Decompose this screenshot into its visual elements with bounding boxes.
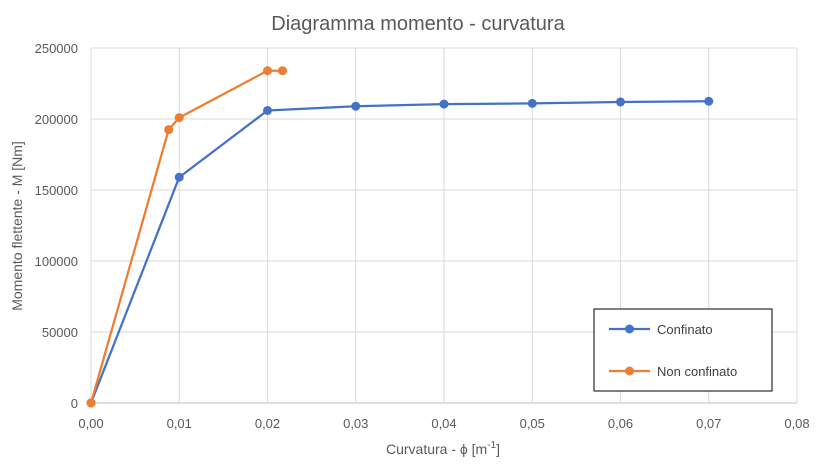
x-tick-label: 0,03 <box>343 416 368 431</box>
data-point <box>263 66 272 76</box>
data-point <box>263 105 272 115</box>
legend-box <box>593 308 773 392</box>
x-tick-label: 0,04 <box>431 416 456 431</box>
x-axis-label-text: Curvatura - ϕ [m <box>386 441 487 457</box>
legend-marker <box>625 324 634 334</box>
legend-label: Confinato <box>657 322 713 337</box>
legend: Confinato Non confinato <box>593 308 773 392</box>
series-line <box>89 100 709 404</box>
chart-title: Diagramma momento - curvatura <box>271 13 565 35</box>
data-point <box>278 66 288 76</box>
x-tick-label: 0,02 <box>255 416 280 431</box>
y-tick-label: 50000 <box>42 325 78 340</box>
x-tick-label: 0,05 <box>520 416 545 431</box>
data-point <box>86 398 96 408</box>
x-tick-label: 0,01 <box>167 416 192 431</box>
y-tick-label: 100000 <box>35 254 78 269</box>
data-point <box>704 96 714 106</box>
legend-marker <box>625 366 634 376</box>
y-tick-label: 0 <box>71 396 78 411</box>
y-tick-label: 250000 <box>35 41 78 56</box>
x-tick-label: 0,06 <box>608 416 633 431</box>
x-tick-label: 0,00 <box>78 416 103 431</box>
data-point <box>439 99 449 109</box>
x-tick-label: 0,08 <box>784 416 809 431</box>
data-point <box>174 113 184 123</box>
y-axis-label: Momento flettente - M [Nm] <box>9 141 25 311</box>
data-point <box>164 125 174 135</box>
data-point <box>174 172 184 182</box>
legend-label: Non confinato <box>657 364 737 379</box>
x-axis-label-superscript: -1 <box>487 440 496 451</box>
series-layer <box>86 66 714 408</box>
data-point <box>527 98 537 108</box>
x-axis-label-end: ] <box>496 441 500 457</box>
x-tick-label: 0,07 <box>696 416 721 431</box>
data-point <box>616 97 625 107</box>
y-tick-label: 150000 <box>35 183 78 198</box>
axis-layer: 0,00 0,01 0,02 0,03 0,04 0,05 0,06 0,07 0,08 0 500… <box>35 41 810 431</box>
y-tick-label: 200000 <box>35 112 78 127</box>
data-point <box>351 101 361 111</box>
x-axis-label: Curvatura - ϕ [m-1] <box>386 440 500 457</box>
